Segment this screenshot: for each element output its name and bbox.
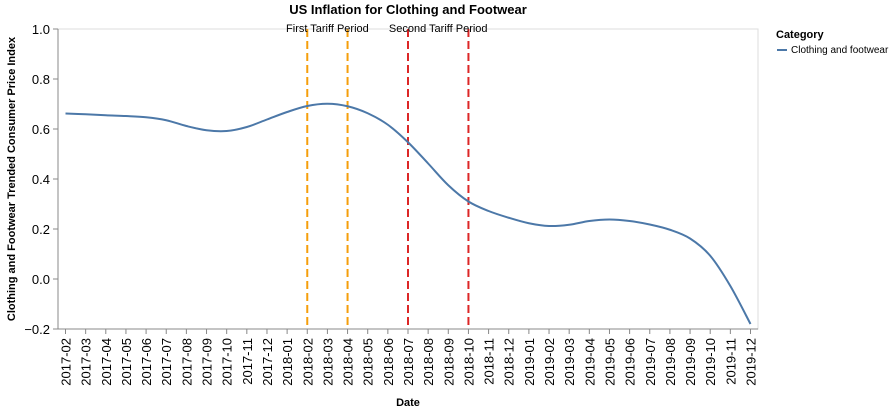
x-tick-label: 2017-04 [99,338,114,386]
x-tick-label: 2017-11 [240,338,255,385]
x-tick-label: 2019-07 [643,338,658,386]
x-tick-label: 2018-05 [361,338,376,386]
y-tick-label: 0.4 [32,172,50,187]
x-tick-label: 2019-03 [562,338,577,386]
y-tick-label: −0.2 [24,322,50,337]
y-tick-label: 1.0 [32,22,50,37]
x-tick-label: 2018-06 [381,338,396,386]
x-tick-label: 2019-11 [723,338,738,385]
legend-label: Clothing and footwear [791,45,889,56]
legend-title: Category [776,29,825,41]
x-tick-label: 2017-05 [119,338,134,386]
y-tick-label: 0.6 [32,122,50,137]
y-axis-title: Clothing and Footwear Trended Consumer P… [6,36,18,321]
tariff-period-label: First Tariff Period [286,23,369,35]
x-tick-label: 2018-09 [441,338,456,386]
y-tick-label: 0.2 [32,222,50,237]
x-tick-label: 2017-08 [179,338,194,386]
x-tick-label: 2017-09 [200,338,215,386]
x-tick-label: 2019-01 [522,338,537,386]
tariff-period-lines: First Tariff Period Second Tariff Period [286,23,488,329]
x-tick-label: 2018-04 [341,338,356,386]
x-tick-label: 2017-07 [159,338,174,386]
x-tick-label: 2019-08 [663,338,678,386]
x-tick-label: 2018-02 [300,338,315,386]
y-tick-label: 0.0 [32,272,50,287]
x-tick-label: 2018-08 [421,338,436,386]
x-tick-label: 2018-11 [482,338,497,385]
x-tick-label: 2019-10 [703,338,718,386]
x-tick-label: 2018-12 [502,338,517,386]
x-axis: 2017-02 2017-03 2017-04 2017-05 2017-06 2017-… [58,328,759,386]
x-tick-label: 2018-07 [401,338,416,386]
tariff-period-label: Second Tariff Period [389,23,488,35]
y-axis: −0.2 0.0 0.2 0.4 0.6 0.8 1.0 [24,22,59,337]
x-tick-label: 2017-12 [260,338,275,386]
chart-title: US Inflation for Clothing and Footwear [289,2,527,17]
series-line-0 [65,102,752,325]
x-axis-title: Date [396,397,420,409]
x-tick-label: 2018-10 [461,338,476,386]
x-tick-label: 2017-10 [220,338,235,386]
x-tick-label: 2019-06 [623,338,638,386]
x-tick-label: 2019-09 [683,338,698,386]
x-tick-label: 2017-06 [139,338,154,386]
x-tick-label: 2017-02 [59,338,74,386]
x-tick-label: 2018-03 [320,338,335,386]
x-tick-label: 2018-01 [280,338,295,386]
x-tick-label: 2019-12 [744,338,759,386]
x-tick-label: 2019-05 [602,338,617,386]
x-tick-label: 2019-04 [582,338,597,386]
x-tick-label: 2017-03 [79,338,94,386]
x-tick-label: 2019-02 [542,338,557,386]
y-tick-label: 0.8 [32,72,50,87]
series-layer [65,102,752,325]
legend: Category Clothing and footwear [776,29,889,56]
